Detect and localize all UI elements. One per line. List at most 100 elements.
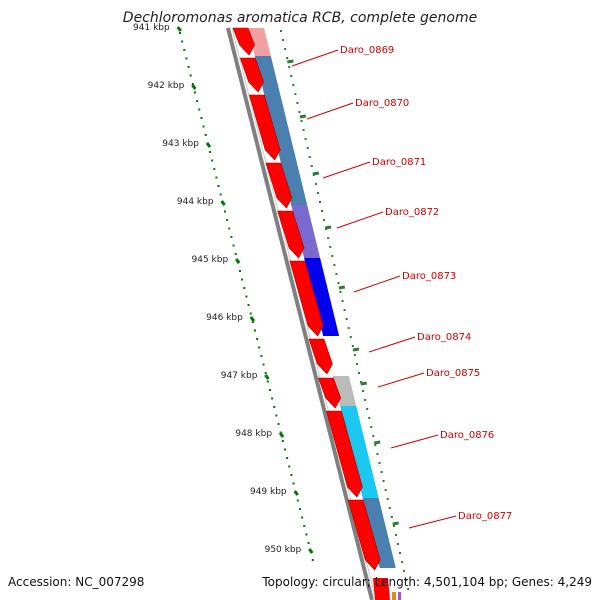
ruler-label: 945 kbp <box>192 255 229 265</box>
ruler-dot <box>256 338 259 340</box>
ruler-dotted-line <box>179 32 314 561</box>
outer-dot <box>376 453 379 455</box>
outer-dot <box>345 318 348 320</box>
ruler-dot <box>311 559 314 561</box>
gene-label-daro_0870: Daro_0870 <box>355 98 409 109</box>
outer-dot <box>403 570 406 572</box>
ruler-dot <box>288 465 291 468</box>
ruler-dot <box>196 100 199 102</box>
ruler-dot <box>181 40 184 43</box>
ruler-label: 942 kbp <box>148 81 185 91</box>
ruler-dot <box>305 533 308 536</box>
outer-dot <box>396 543 399 545</box>
outer-dot <box>368 417 371 419</box>
outer-dot <box>339 291 342 293</box>
ruler-dot <box>191 83 194 85</box>
gene-arrow <box>239 57 264 93</box>
ruler-tick <box>249 316 256 322</box>
ruler-dot <box>253 329 256 332</box>
ruler-dot <box>301 516 304 519</box>
outer-dot <box>286 57 289 59</box>
ruler-dot <box>200 117 203 119</box>
ruler-dot <box>303 525 306 527</box>
outer-dot <box>392 525 395 527</box>
gene-leader-line <box>322 161 371 179</box>
ruler-tick <box>176 26 182 32</box>
ruler-label: 948 kbp <box>235 429 272 439</box>
outer-dot <box>323 219 326 221</box>
outer-dash <box>287 59 294 64</box>
ruler-dot <box>211 159 214 162</box>
ruler-dot <box>238 270 241 272</box>
outer-dot <box>388 507 391 509</box>
ruler-dot <box>245 295 248 298</box>
outer-dot <box>335 273 338 275</box>
ruler-dot <box>185 57 188 60</box>
outer-dot <box>370 426 373 428</box>
gene-arrow <box>317 377 342 409</box>
outer-dot <box>347 327 350 329</box>
outer-dot <box>407 588 410 590</box>
outer-dot <box>294 93 297 95</box>
ruler-dot <box>243 287 246 289</box>
cog-bar <box>392 592 396 600</box>
ruler-dot <box>249 312 252 315</box>
outer-dot <box>284 48 287 50</box>
backbone-line <box>226 27 374 600</box>
ruler-dot <box>273 406 276 408</box>
outer-dot <box>341 300 344 302</box>
gene-track <box>232 27 390 600</box>
outer-dot <box>337 282 340 284</box>
ruler-tick <box>205 142 212 148</box>
outer-dash <box>338 285 346 290</box>
outer-dot <box>282 39 285 41</box>
ruler-dot <box>183 49 186 51</box>
outer-dot <box>296 102 299 104</box>
gene-leader-line <box>336 211 384 229</box>
outer-dot <box>302 129 305 131</box>
gene-arrow <box>289 260 324 337</box>
ruler-dot <box>228 227 231 230</box>
outer-dot <box>343 309 346 311</box>
ruler-dot <box>260 355 263 357</box>
outer-dot <box>329 246 332 248</box>
outer-dash <box>373 440 381 445</box>
outer-dash <box>324 225 332 230</box>
outer-dot <box>380 471 383 473</box>
outer-dot <box>355 363 358 365</box>
gene-label-daro_0876: Daro_0876 <box>440 430 494 441</box>
outer-dot <box>390 516 393 518</box>
ruler-label: 941 kbp <box>133 23 170 33</box>
outer-dot <box>310 165 313 167</box>
ruler-label: 949 kbp <box>250 487 287 497</box>
outer-dot <box>353 354 356 356</box>
cog-color-bars <box>248 28 401 600</box>
cog-bar <box>248 28 271 56</box>
gene-arrow <box>248 94 281 161</box>
ruler-dot <box>202 125 205 128</box>
outer-dot <box>384 489 387 491</box>
ruler-dot <box>241 278 244 281</box>
cog-bar <box>398 592 401 600</box>
ruler-dot <box>275 414 278 417</box>
gene-label-daro_0871: Daro_0871 <box>372 157 426 168</box>
topology-label: Topology: circular; Length: 4,501,104 bp… <box>262 575 592 589</box>
ruler-tick <box>191 84 197 90</box>
ruler-dot <box>258 346 261 349</box>
ruler-label: 947 kbp <box>221 371 258 381</box>
outer-dot <box>321 210 324 212</box>
outer-dot <box>333 264 336 266</box>
outer-dot <box>366 408 369 410</box>
ruler-dot <box>283 448 286 451</box>
ruler-dot <box>204 134 207 136</box>
ruler-dot <box>290 474 293 476</box>
gene-arrow <box>326 410 363 498</box>
ruler-dot <box>232 244 235 247</box>
ruler-dot <box>251 321 254 323</box>
ruler-dot <box>219 193 222 196</box>
outer-dot <box>374 444 377 446</box>
outer-dot <box>288 66 291 68</box>
ruler-tick <box>235 258 241 264</box>
ruler-tick <box>220 200 226 206</box>
